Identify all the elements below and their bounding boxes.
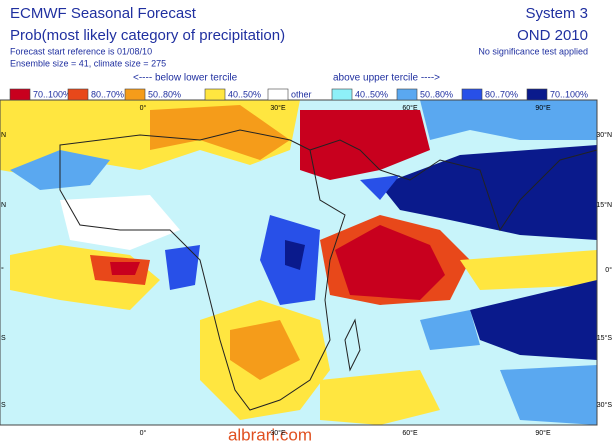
madagascar (344, 318, 361, 372)
lat-label: 30°S (597, 401, 613, 409)
legend-swatch (67, 88, 89, 101)
legend-label: 80..70% (485, 89, 518, 99)
start-ref: Forecast start reference is 01/08/10 (10, 46, 152, 56)
lon-label: 30°E (270, 429, 286, 437)
below-label: <---- below lower tercile (133, 73, 238, 84)
legend-swatch (331, 88, 353, 101)
lat-label: N (1, 202, 6, 209)
legend-label: 50..80% (420, 89, 453, 99)
system: System 3 (525, 5, 588, 22)
region (285, 240, 305, 270)
lat-label: 15°N (596, 201, 612, 209)
lat-label: S (1, 402, 6, 409)
region (230, 320, 300, 380)
lon-label: 30°E (270, 104, 286, 112)
period: OND 2010 (517, 27, 588, 44)
lat-label: S (1, 335, 6, 342)
lon-label: 60°E (402, 104, 418, 112)
lon-label: 90°E (535, 104, 551, 112)
region (420, 310, 480, 350)
above-label: above upper tercile ----> (333, 73, 440, 84)
legend-swatch (9, 88, 31, 101)
map (0, 99, 598, 426)
subtitle: Prob(most likely category of precipitati… (10, 27, 285, 44)
lat-label: ° (1, 266, 4, 274)
lat-label: 30°N (596, 131, 612, 139)
legend-swatch (204, 88, 226, 101)
region (165, 245, 200, 290)
legend-label: other (291, 89, 312, 99)
lon-label: 60°E (402, 429, 418, 437)
legend-swatch (396, 88, 418, 101)
region (380, 145, 597, 240)
legend-label: 70..100% (550, 89, 588, 99)
title: ECMWF Seasonal Forecast (10, 5, 197, 22)
legend-swatch (267, 88, 289, 101)
legend-label: 80..70% (91, 89, 124, 99)
lat-label: 15°S (597, 334, 613, 342)
watermark: albrari.com (228, 425, 312, 444)
region (420, 100, 597, 140)
legend-label: 40..50% (228, 89, 261, 99)
legend-swatch (124, 88, 146, 101)
region (360, 175, 400, 200)
legend-swatch (461, 88, 483, 101)
region (150, 105, 290, 160)
note: No significance test applied (478, 46, 588, 56)
map-frame (0, 99, 598, 426)
region (300, 110, 430, 180)
coastline (59, 129, 346, 411)
region (335, 225, 445, 300)
legend-label: 40..50% (355, 89, 388, 99)
region (110, 262, 140, 275)
lon-label: 0° (140, 104, 147, 112)
lon-label: 0° (140, 429, 147, 437)
lat-label: N (1, 132, 6, 139)
lat-label: 0° (605, 266, 612, 274)
region (60, 195, 180, 250)
region (320, 370, 440, 425)
region (470, 280, 597, 360)
region (500, 365, 597, 425)
legend-swatch (526, 88, 548, 101)
coastline (309, 139, 598, 232)
legend-label: 70..100% (33, 89, 71, 99)
ensemble: Ensemble size = 41, climate size = 275 (10, 58, 166, 68)
lon-label: 90°E (535, 429, 551, 437)
region (460, 250, 597, 290)
legend-label: 50..80% (148, 89, 181, 99)
